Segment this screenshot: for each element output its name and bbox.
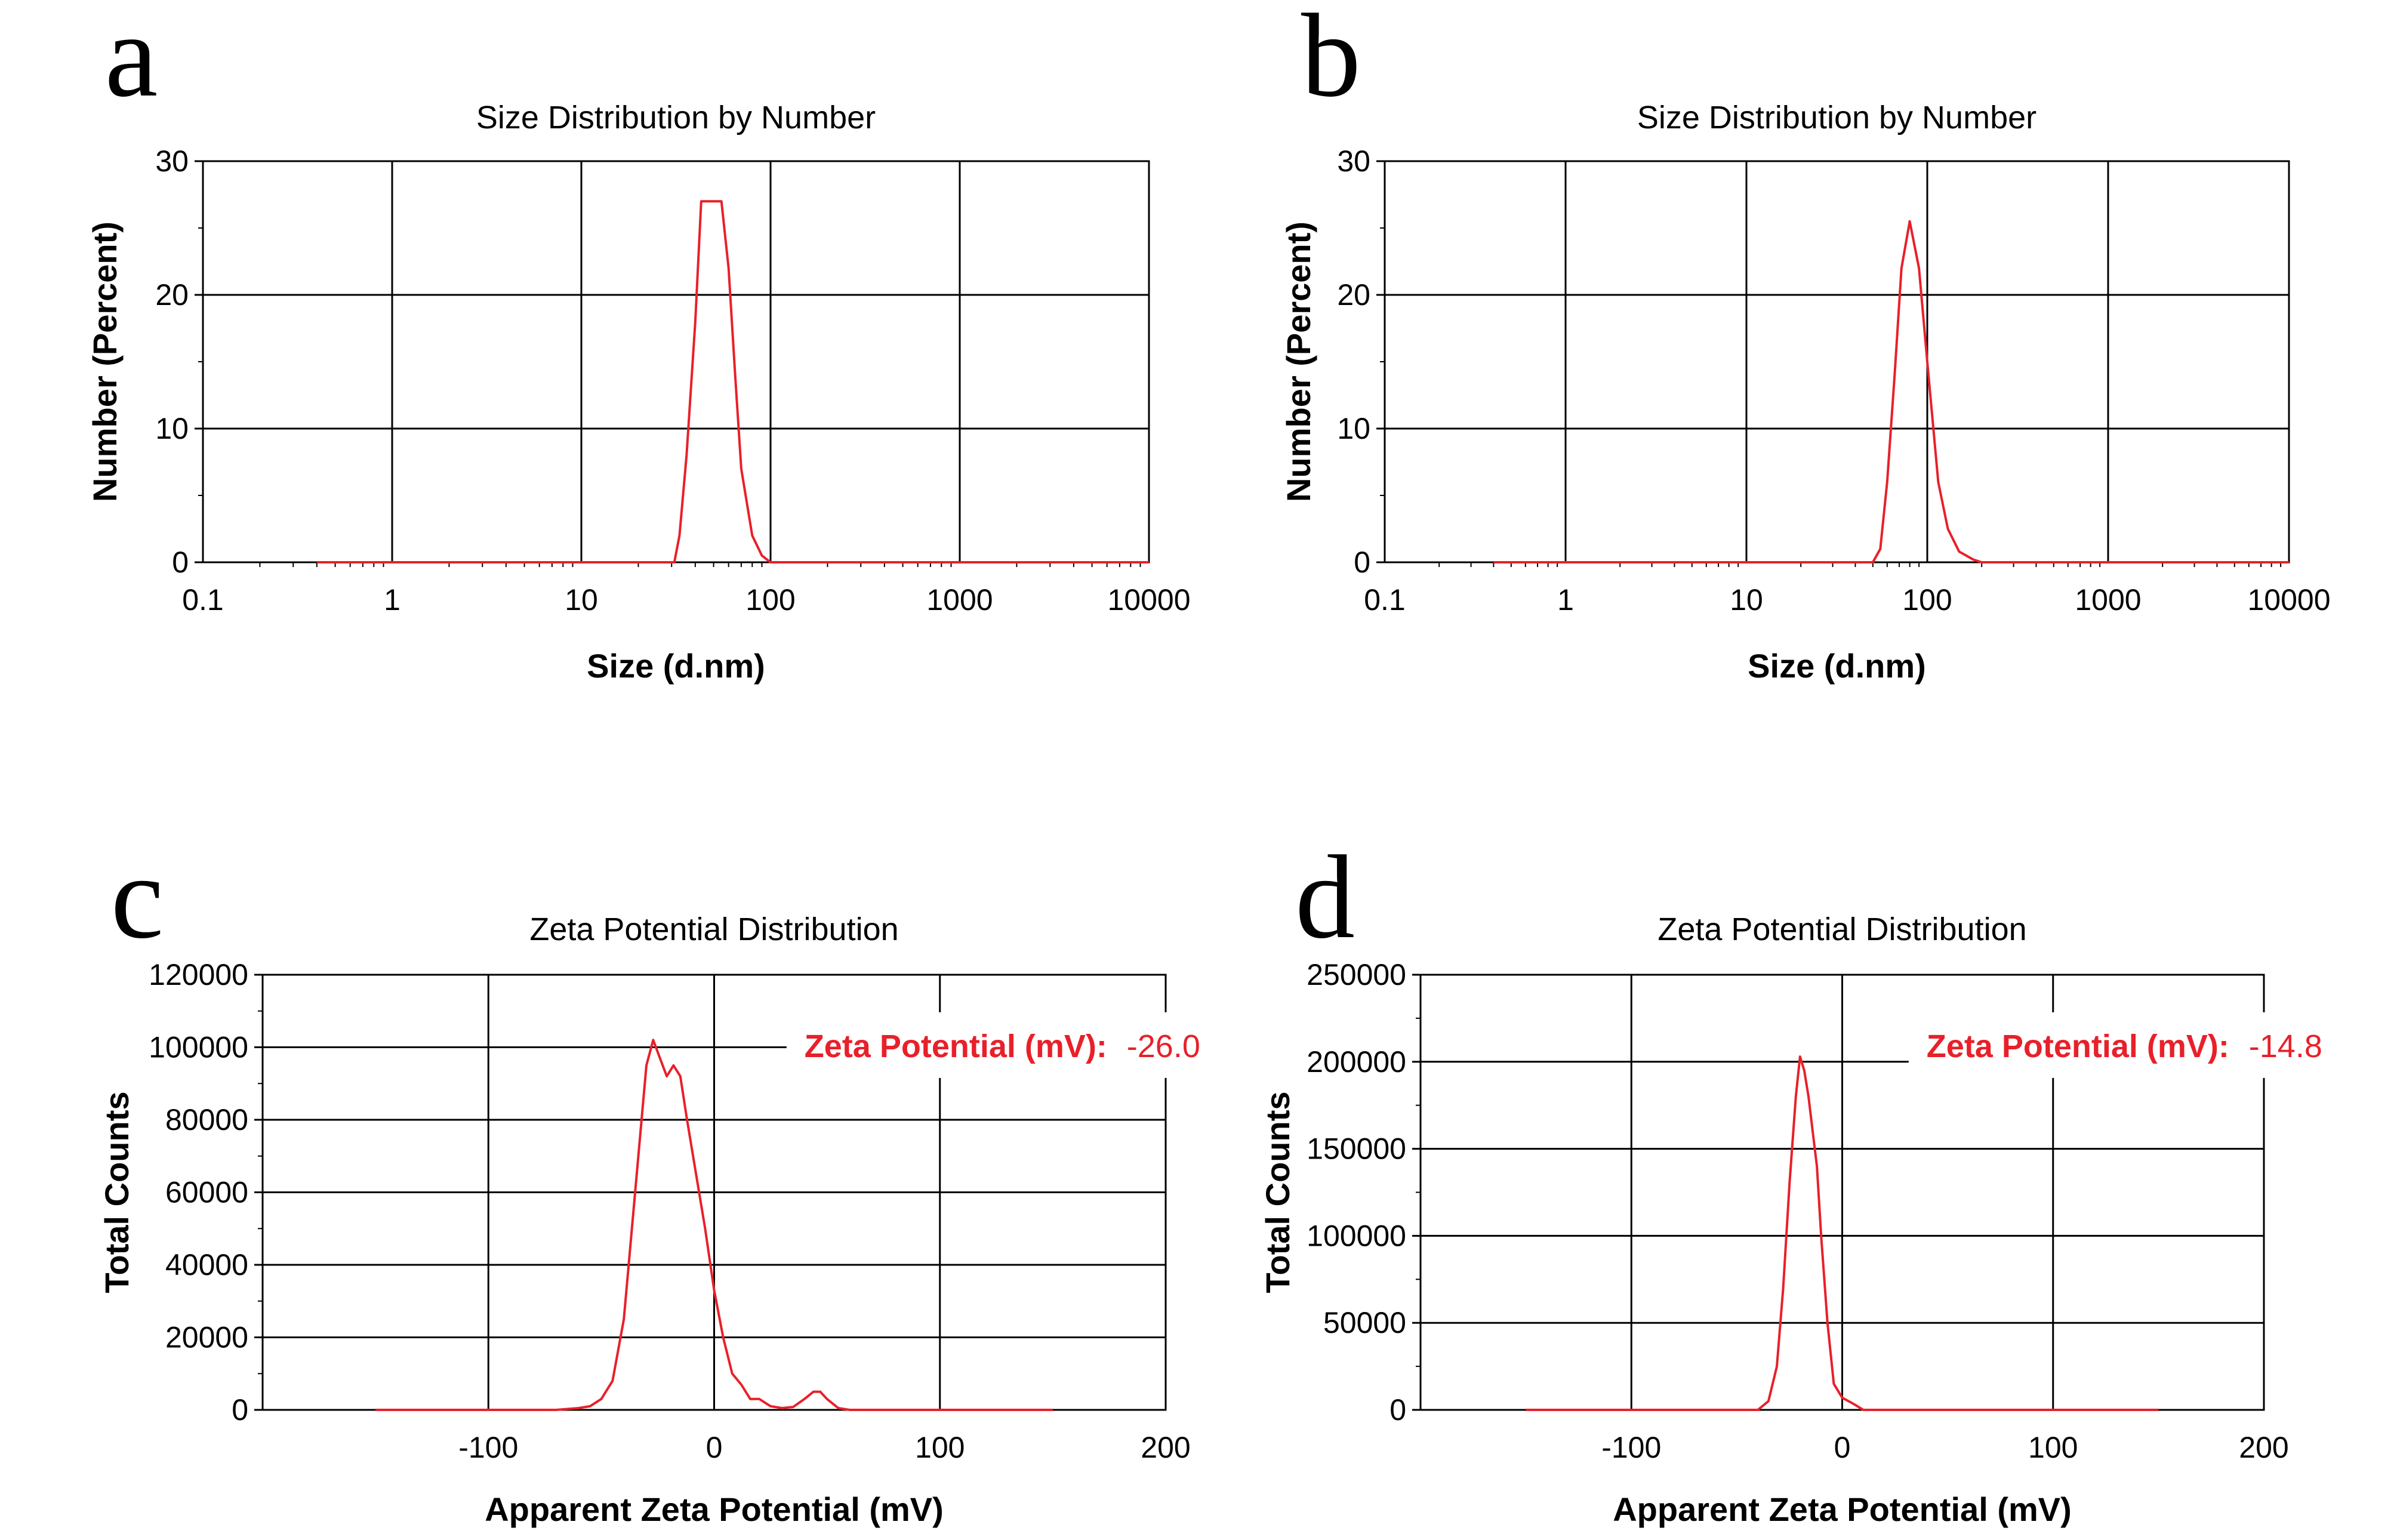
x-tick-label: 0.1 — [1364, 583, 1406, 617]
plot-frame — [202, 160, 1150, 563]
y-axis-label: Number (Percent) — [1280, 221, 1317, 502]
x-tick-label: 0 — [1834, 1431, 1851, 1464]
chart-title: Size Distribution by Number — [476, 100, 876, 135]
plot-frame — [1384, 160, 2290, 563]
y-tick-label: 100000 — [1307, 1219, 1406, 1252]
panel-letter: a — [105, 0, 158, 122]
annotation-label: Zeta Potential (mV): — [1927, 1028, 2229, 1064]
chart-title: Size Distribution by Number — [1637, 100, 2036, 135]
x-tick-label: 100 — [2028, 1431, 2078, 1464]
chart-panel-d: d Zeta Potential Distribution-100 0 100 2000… — [1259, 831, 2374, 1528]
x-axis-label: Size (d.nm) — [587, 647, 765, 685]
x-tick-label: 200 — [2239, 1431, 2288, 1464]
panel-letter: d — [1295, 831, 1355, 963]
x-tick-label: 1000 — [2075, 583, 2141, 617]
x-tick-label: 100 — [745, 583, 795, 617]
y-tick-label: 40000 — [165, 1248, 248, 1282]
series-line — [316, 200, 1149, 563]
x-axis-label: Apparent Zeta Potential (mV) — [485, 1490, 944, 1528]
y-tick-label: 200000 — [1307, 1045, 1406, 1079]
x-axis-label: Apparent Zeta Potential (mV) — [1613, 1490, 2072, 1528]
series-line — [375, 1039, 1053, 1411]
x-tick-label: 10 — [1730, 583, 1763, 617]
x-tick-label: 10000 — [1107, 583, 1190, 617]
x-tick-label: 10 — [565, 583, 598, 617]
series-line — [1493, 220, 2289, 563]
y-tick-label: 30 — [1337, 144, 1370, 178]
y-tick-label: 20 — [1337, 278, 1370, 312]
annotation-value: -26.0 — [1127, 1028, 1200, 1064]
y-tick-label: 10 — [155, 412, 189, 445]
annotation-label: Zeta Potential (mV): — [805, 1028, 1107, 1064]
y-axis-label: Total Counts — [98, 1091, 135, 1293]
y-tick-label: 50000 — [1323, 1306, 1406, 1339]
y-tick-label: 20 — [155, 278, 189, 312]
y-tick-label: 30 — [155, 144, 189, 178]
y-axis-label: Number (Percent) — [86, 221, 124, 502]
y-tick-label: 0 — [232, 1393, 248, 1427]
y-tick-label: 150000 — [1307, 1132, 1406, 1166]
x-tick-label: -100 — [458, 1431, 518, 1464]
y-tick-label: 80000 — [165, 1103, 248, 1136]
y-axis-label: Total Counts — [1259, 1091, 1296, 1293]
x-tick-label: 1 — [1557, 583, 1574, 617]
x-tick-label: 0 — [706, 1431, 723, 1464]
chart-title: Zeta Potential Distribution — [1657, 911, 2026, 947]
annotation-box — [786, 1012, 1252, 1078]
panel-letter: c — [111, 831, 164, 963]
series-line — [1526, 1055, 2159, 1411]
annotation-value: -14.8 — [2249, 1028, 2322, 1064]
y-tick-label: 250000 — [1307, 958, 1406, 991]
y-tick-label: 0 — [1354, 546, 1370, 579]
chart-title: Zeta Potential Distribution — [529, 911, 898, 947]
x-tick-label: 1000 — [926, 583, 993, 617]
x-tick-label: 0.1 — [182, 583, 224, 617]
x-tick-label: 100 — [1902, 583, 1952, 617]
y-tick-label: 0 — [1389, 1393, 1406, 1427]
y-tick-label: 0 — [172, 546, 189, 579]
y-tick-label: 120000 — [149, 958, 248, 991]
y-tick-label: 20000 — [165, 1321, 248, 1354]
x-tick-label: 10000 — [2247, 583, 2330, 617]
panel-letter: b — [1301, 0, 1361, 122]
y-tick-label: 100000 — [149, 1031, 248, 1064]
x-axis-label: Size (d.nm) — [1748, 647, 1926, 685]
chart-panel-c: c Zeta Potential Distribution-100 0 100 2000… — [98, 831, 1252, 1528]
x-tick-label: 1 — [384, 583, 400, 617]
x-tick-label: -100 — [1601, 1431, 1661, 1464]
y-tick-label: 60000 — [165, 1176, 248, 1209]
y-tick-label: 10 — [1337, 412, 1370, 445]
annotation-box — [1908, 1012, 2374, 1078]
x-tick-label: 100 — [915, 1431, 965, 1464]
x-tick-label: 200 — [1141, 1431, 1190, 1464]
